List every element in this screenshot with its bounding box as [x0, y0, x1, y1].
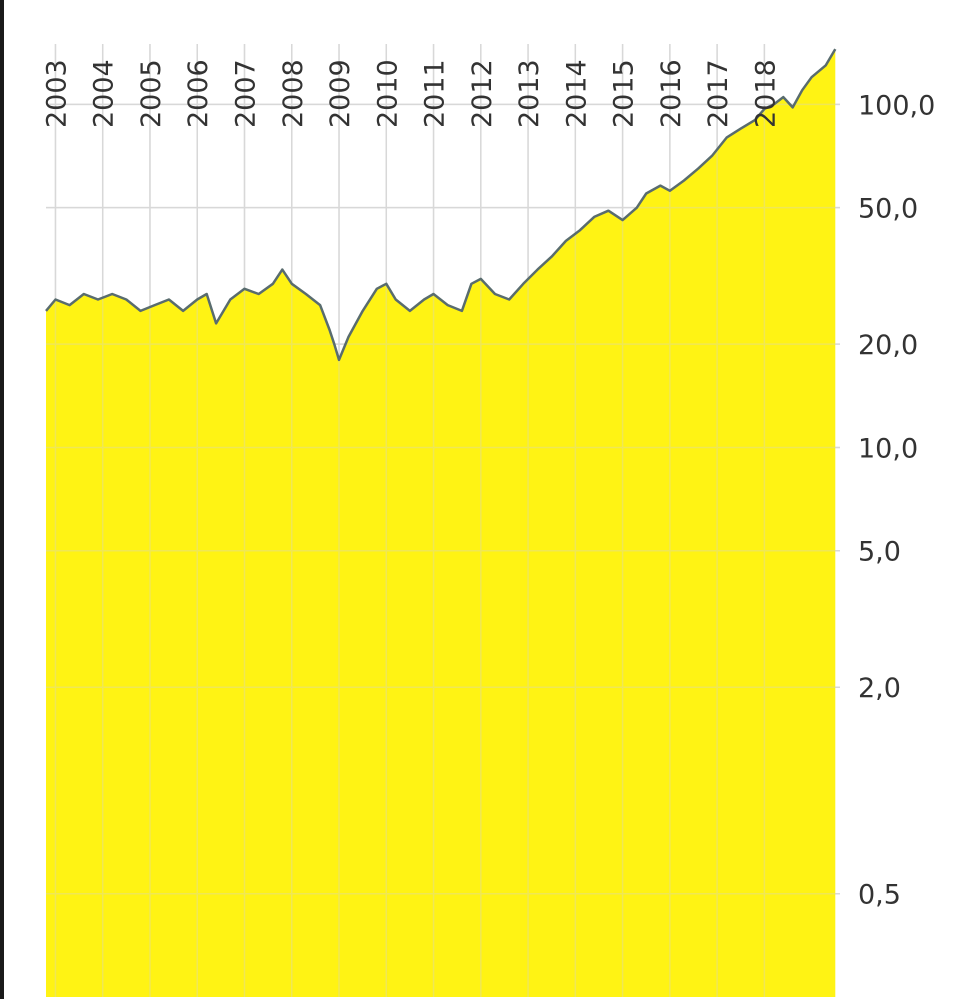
x-tick-label-2013: 2013 — [514, 59, 545, 128]
y-axis-ticks: 100,0 50,0 20,0 10,0 5,0 2,0 0,5 — [858, 90, 935, 910]
y-tick-label: 0,5 — [858, 880, 901, 911]
x-tick-label-2017: 2017 — [703, 59, 734, 128]
grid-lines-overlay — [46, 44, 840, 997]
y-tick-label: 100,0 — [858, 90, 935, 121]
x-tick-label-2008: 2008 — [278, 59, 309, 128]
x-tick-label-2009: 2009 — [325, 59, 356, 128]
x-tick-label-2015: 2015 — [609, 59, 640, 128]
y-tick-label: 10,0 — [858, 433, 918, 464]
x-axis-ticks: 2003 2004 2005 2006 2007 2008 2009 2010 2011 2012… — [41, 59, 781, 128]
x-tick-label-2018: 2018 — [750, 59, 781, 128]
area-fill — [46, 49, 836, 998]
x-tick-label-2011: 2011 — [420, 59, 451, 128]
y-tick-label: 2,0 — [858, 673, 901, 704]
window-left-edge — [0, 0, 4, 999]
x-tick-label-2012: 2012 — [467, 59, 498, 128]
y-tick-label: 50,0 — [858, 194, 918, 225]
x-tick-label-2010: 2010 — [372, 59, 403, 128]
x-tick-label-2007: 2007 — [231, 59, 262, 128]
x-tick-label-2016: 2016 — [656, 59, 687, 128]
price-line — [45, 48, 837, 362]
y-tick-label: 20,0 — [858, 330, 918, 361]
y-tick-label: 5,0 — [858, 537, 901, 568]
x-tick-label-2005: 2005 — [136, 59, 167, 128]
x-tick-label-2003: 2003 — [41, 59, 72, 128]
x-tick-label-2006: 2006 — [183, 59, 214, 128]
x-tick-label-2014: 2014 — [561, 59, 592, 128]
x-tick-label-2004: 2004 — [89, 59, 120, 128]
